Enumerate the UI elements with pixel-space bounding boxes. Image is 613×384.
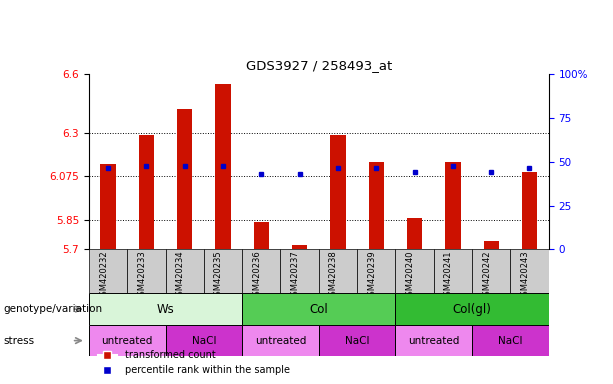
Text: untreated: untreated: [102, 336, 153, 346]
FancyBboxPatch shape: [89, 293, 242, 325]
Legend: transformed count, percentile rank within the sample: transformed count, percentile rank withi…: [94, 346, 294, 379]
FancyBboxPatch shape: [319, 325, 395, 356]
Text: GSM420241: GSM420241: [444, 250, 453, 301]
Text: stress: stress: [3, 336, 34, 346]
Text: GSM420243: GSM420243: [520, 250, 530, 301]
FancyBboxPatch shape: [472, 325, 549, 356]
Text: Ws: Ws: [157, 303, 174, 316]
FancyBboxPatch shape: [242, 325, 319, 356]
Title: GDS3927 / 258493_at: GDS3927 / 258493_at: [246, 59, 392, 72]
FancyBboxPatch shape: [242, 249, 281, 293]
FancyBboxPatch shape: [510, 249, 549, 293]
Text: GSM420234: GSM420234: [176, 250, 185, 301]
FancyBboxPatch shape: [357, 249, 395, 293]
Text: GSM420235: GSM420235: [214, 250, 223, 301]
Text: untreated: untreated: [255, 336, 306, 346]
Bar: [484, 242, 499, 249]
FancyBboxPatch shape: [395, 325, 472, 356]
Text: NaCl: NaCl: [498, 336, 522, 346]
FancyBboxPatch shape: [395, 293, 549, 325]
FancyBboxPatch shape: [166, 249, 204, 293]
Text: GSM420239: GSM420239: [367, 250, 376, 301]
FancyBboxPatch shape: [204, 249, 242, 293]
FancyBboxPatch shape: [472, 249, 510, 293]
Text: NaCl: NaCl: [345, 336, 369, 346]
Bar: [254, 222, 269, 249]
Bar: [368, 162, 384, 249]
Text: Col(gl): Col(gl): [452, 303, 492, 316]
Text: NaCl: NaCl: [192, 336, 216, 346]
FancyBboxPatch shape: [281, 249, 319, 293]
Bar: [407, 218, 422, 249]
FancyBboxPatch shape: [128, 249, 166, 293]
Bar: [177, 109, 192, 249]
FancyBboxPatch shape: [319, 249, 357, 293]
Text: GSM420233: GSM420233: [137, 250, 147, 301]
Text: GSM420236: GSM420236: [253, 250, 261, 301]
Bar: [139, 135, 154, 249]
Text: Col: Col: [310, 303, 328, 316]
Bar: [101, 164, 116, 249]
Bar: [445, 162, 460, 249]
FancyBboxPatch shape: [434, 249, 472, 293]
Text: GSM420237: GSM420237: [291, 250, 300, 301]
Text: GSM420240: GSM420240: [406, 250, 414, 301]
Text: untreated: untreated: [408, 336, 459, 346]
FancyBboxPatch shape: [89, 325, 166, 356]
FancyBboxPatch shape: [89, 249, 128, 293]
Bar: [330, 135, 346, 249]
Text: genotype/variation: genotype/variation: [3, 304, 102, 314]
Bar: [292, 245, 307, 249]
FancyBboxPatch shape: [166, 325, 242, 356]
Text: GSM420232: GSM420232: [99, 250, 108, 301]
Text: GSM420242: GSM420242: [482, 250, 491, 301]
FancyBboxPatch shape: [242, 293, 395, 325]
Bar: [215, 84, 230, 249]
Bar: [522, 172, 537, 249]
Text: GSM420238: GSM420238: [329, 250, 338, 301]
FancyBboxPatch shape: [395, 249, 434, 293]
